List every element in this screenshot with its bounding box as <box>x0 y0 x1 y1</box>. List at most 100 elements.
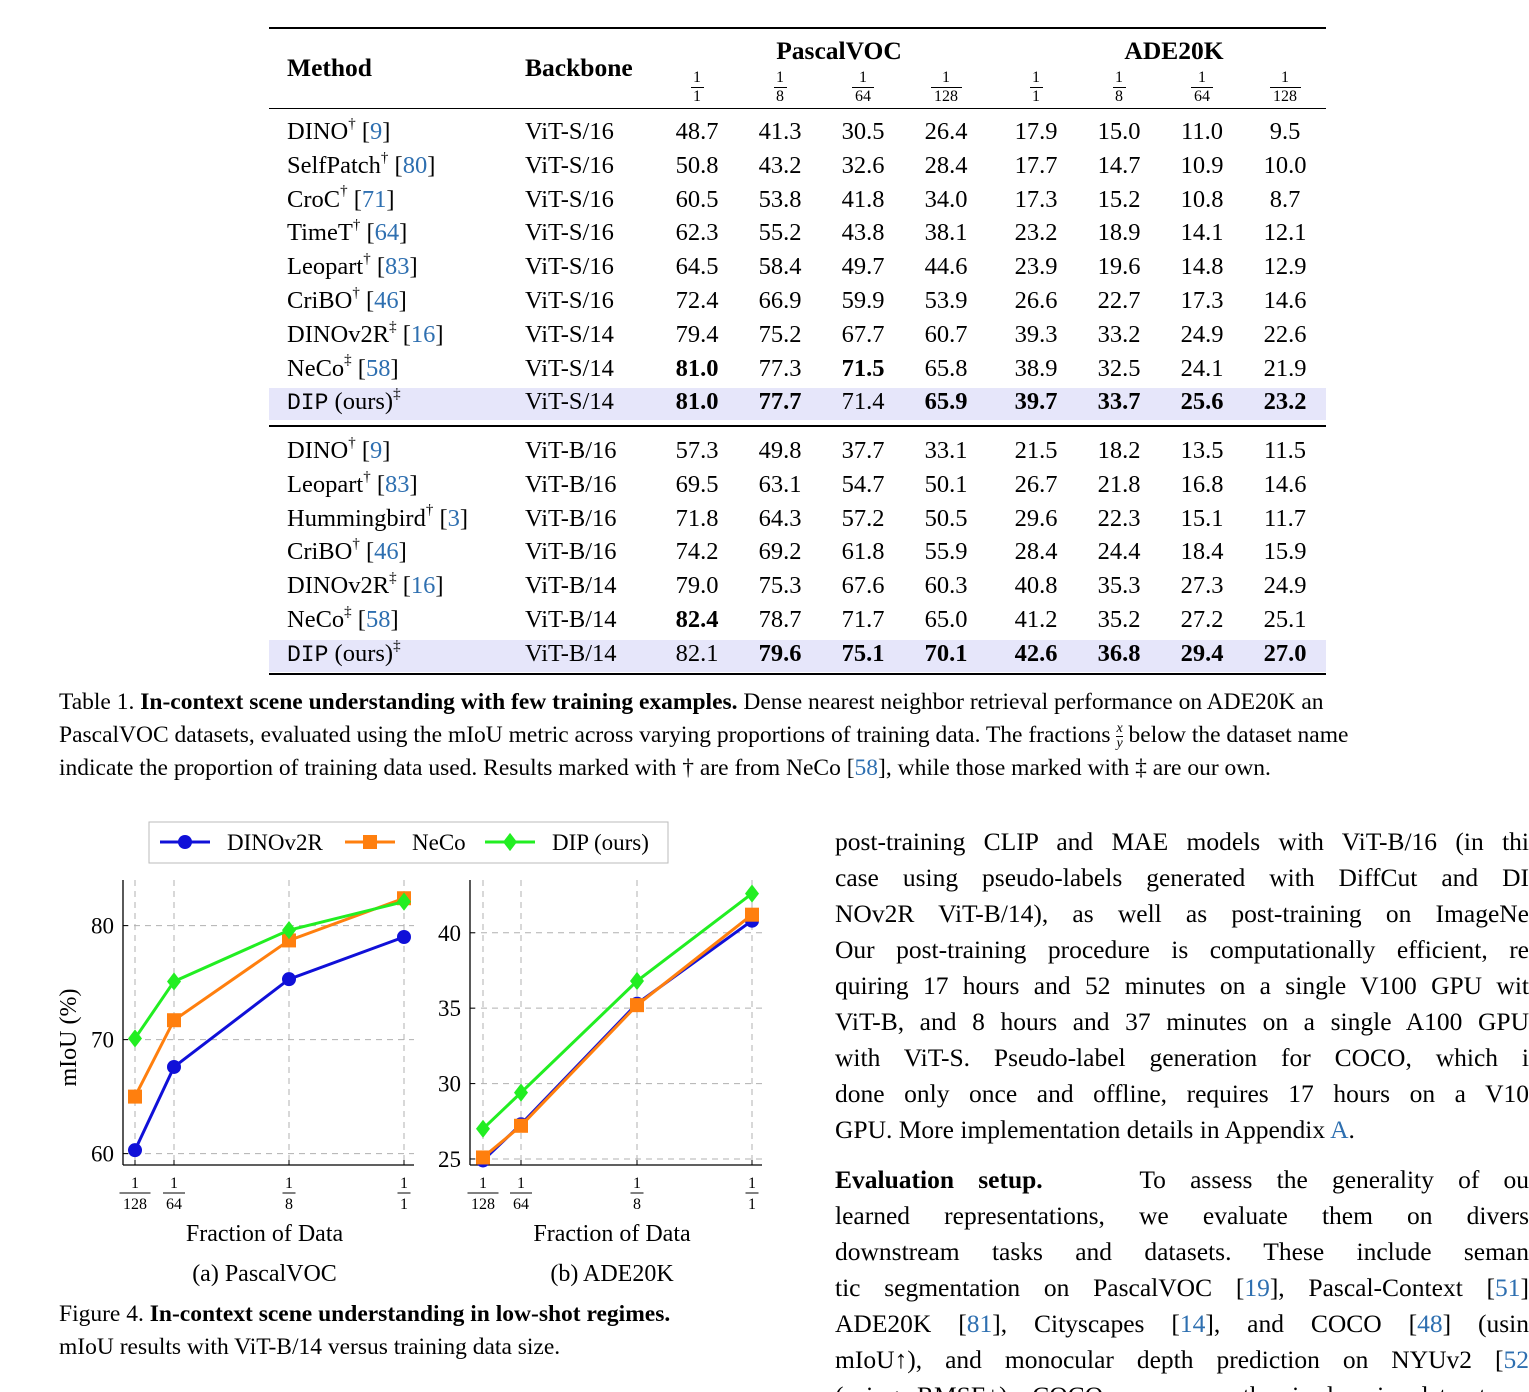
y-axis-label: mIoU (%) <box>56 989 82 1087</box>
citation-link[interactable]: 46 <box>374 538 399 566</box>
section-heading: Evaluation setup. <box>835 1165 1043 1194</box>
method-cell: SelfPatch† [80] <box>287 149 436 179</box>
backbone-cell: ViT-B/14 <box>525 606 617 633</box>
data-point <box>514 1118 528 1133</box>
header-method: Method <box>287 53 372 82</box>
body-text-column: post-training CLIP and MAE models with V… <box>835 824 1529 1392</box>
value-cell: 27.2 <box>1180 606 1224 633</box>
method-suffix: (ours) <box>334 388 394 416</box>
method-cell: DIP (ours)‡ <box>287 386 401 417</box>
value-cell: 15.9 <box>1263 538 1307 566</box>
fraction-denominator: 8 <box>1115 88 1123 106</box>
text-line: quiring 17 hours and 52 minutes on a sin… <box>835 971 1529 1000</box>
citation-link[interactable]: 58 <box>854 755 879 781</box>
value-cell: 14.7 <box>1097 151 1141 179</box>
fraction-denominator: y <box>1116 736 1123 752</box>
fraction-numerator: 1 <box>693 69 701 86</box>
citation-link[interactable]: 52 <box>1503 1345 1529 1374</box>
value-cell: 82.1 <box>675 639 719 667</box>
text-segment: ] <box>1520 1273 1529 1302</box>
citation-link[interactable]: 81 <box>966 1309 993 1338</box>
text-segment: ], Cityscapes [ <box>992 1309 1180 1338</box>
text-segment: . <box>1348 1115 1355 1144</box>
data-point <box>282 972 296 987</box>
citation-link[interactable]: 16 <box>410 572 436 600</box>
citation-link[interactable]: 51 <box>1495 1273 1521 1302</box>
citation-link[interactable]: 16 <box>410 320 436 348</box>
value-cell: 33.2 <box>1097 320 1141 348</box>
citation-link[interactable]: 83 <box>384 253 410 281</box>
citation-link[interactable]: 46 <box>374 287 399 314</box>
value-cell: 75.1 <box>841 639 885 667</box>
y-tick-label: 80 <box>91 914 114 939</box>
backbone-cell: ViT-B/16 <box>525 538 617 566</box>
data-point <box>476 1150 490 1165</box>
citation-link[interactable]: 3 <box>447 504 460 532</box>
x-axis-label: Fraction of Data <box>186 1221 344 1247</box>
value-cell: 55.9 <box>924 538 968 566</box>
fraction-denominator: 1 <box>693 88 701 106</box>
x-tick-label: 11 <box>397 1175 411 1213</box>
value-cell: 81.0 <box>675 388 719 416</box>
value-cell: 79.6 <box>758 639 802 667</box>
method-name: DINO <box>287 437 349 464</box>
text-segment: ], and COCO [ <box>1205 1309 1418 1338</box>
y-tick-label: 40 <box>438 921 461 946</box>
method-cell: Leopart† [83] <box>287 468 418 498</box>
citation-link[interactable]: 58 <box>365 354 391 382</box>
value-cell: 21.8 <box>1097 470 1141 498</box>
value-cell: 43.8 <box>841 219 885 247</box>
citation-link[interactable]: 64 <box>374 219 400 247</box>
value-cell: 71.5 <box>841 354 885 382</box>
citation-link[interactable]: 14 <box>1179 1309 1206 1338</box>
value-cell: 55.2 <box>758 219 802 247</box>
value-cell: 49.8 <box>758 437 802 464</box>
value-cell: 40.8 <box>1014 572 1058 600</box>
source-mark: † <box>425 502 434 519</box>
citation-link[interactable]: 19 <box>1244 1273 1270 1302</box>
appendix-link[interactable]: A <box>1330 1115 1349 1144</box>
value-cell: 59.9 <box>841 287 885 314</box>
tick-numerator: 1 <box>748 1175 756 1192</box>
marker-diamond <box>503 832 517 852</box>
citation-link[interactable]: 9 <box>370 437 383 464</box>
fraction-denominator: 64 <box>855 88 871 106</box>
value-cell: 21.5 <box>1014 437 1058 464</box>
citation-link[interactable]: 9 <box>370 118 383 145</box>
value-cell: 14.6 <box>1263 470 1307 498</box>
y-tick-label: 30 <box>438 1072 461 1097</box>
method-name: DINOv2R <box>287 320 390 348</box>
paragraph-implementation: post-training CLIP and MAE models with V… <box>835 824 1529 1148</box>
method-cell: DINOv2R‡ [16] <box>287 570 444 600</box>
method-name: SelfPatch <box>287 151 381 179</box>
figure-4: DINOv2R NeCo DIP (ours) 60708011281641811F… <box>56 821 762 1287</box>
value-cell: 16.8 <box>1180 470 1224 498</box>
citation-link[interactable]: 80 <box>402 151 428 179</box>
method-name: CriBO <box>287 287 353 314</box>
data-point <box>397 930 411 944</box>
method-cell: DINO† [9] <box>287 434 391 464</box>
source-mark: ‡ <box>393 386 401 403</box>
citation-link[interactable]: 83 <box>384 470 410 498</box>
tick-denominator: 1 <box>748 1196 756 1213</box>
value-cell: 12.9 <box>1263 253 1307 281</box>
citation-link[interactable]: 48 <box>1417 1309 1443 1338</box>
tick-numerator: 1 <box>170 1175 178 1192</box>
value-cell: 17.3 <box>1014 185 1058 213</box>
value-cell: 42.6 <box>1014 639 1058 667</box>
citation-link[interactable]: 71 <box>361 185 387 213</box>
backbone-cell: ViT-S/16 <box>525 185 614 213</box>
header-pascalvoc: PascalVOC <box>776 36 902 65</box>
citation-link[interactable]: 58 <box>365 606 391 633</box>
figure-caption: Figure 4. In-context scene understanding… <box>59 1298 670 1364</box>
text-segment: GPU. More implementation details in Appe… <box>835 1115 1331 1144</box>
text-segment: ADE20K [ <box>835 1309 967 1338</box>
value-cell: 58.4 <box>758 253 802 281</box>
method-name: CriBO <box>287 538 353 566</box>
table-bottom-rule <box>269 673 1326 675</box>
paragraph-evaluation-setup: Evaluation setup. To assess the generali… <box>835 1162 1529 1392</box>
value-cell: 75.2 <box>758 320 802 348</box>
